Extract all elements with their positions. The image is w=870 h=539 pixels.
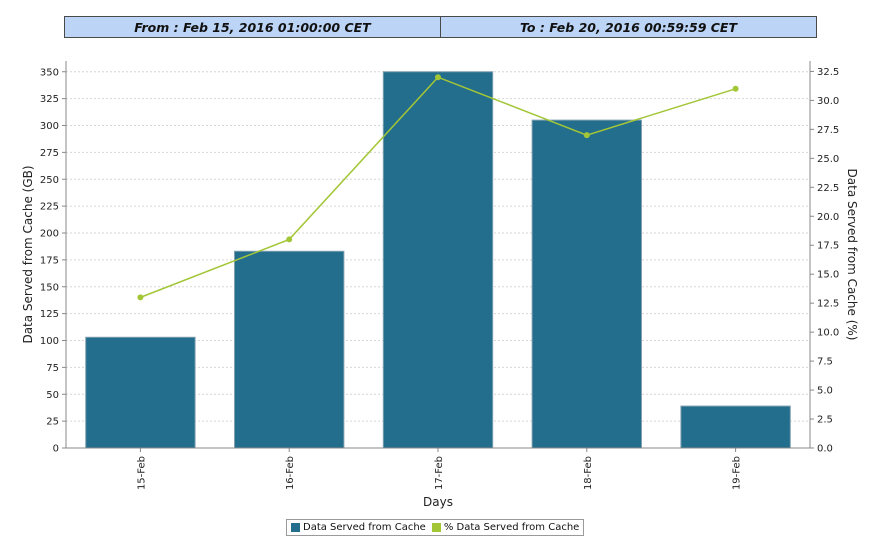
y-tick-label: 50 <box>46 390 59 401</box>
legend-swatch-bar <box>291 523 300 532</box>
y2-tick-label: 2.5 <box>817 415 833 426</box>
x-axis-title: Days <box>423 495 453 509</box>
y2-tick-label: 17.5 <box>817 241 839 252</box>
y2-tick-label: 27.5 <box>817 125 839 136</box>
y-axis-title: Data Served from Cache (GB) <box>21 165 35 343</box>
y2-tick-label: 20.0 <box>817 212 839 223</box>
y2-tick-label: 7.5 <box>817 357 833 368</box>
y-tick-label: 300 <box>40 121 59 132</box>
x-tick-label: 17-Feb <box>434 456 445 490</box>
y-tick-label: 125 <box>40 309 59 320</box>
legend-item-line: % Data Served from Cache <box>431 522 580 533</box>
y-tick-label: 100 <box>40 336 59 347</box>
x-tick-label: 16-Feb <box>285 456 296 490</box>
y2-tick-label: 32.5 <box>817 67 839 78</box>
y2-tick-label: 0.0 <box>817 444 833 455</box>
y-tick-label: 225 <box>40 202 59 213</box>
y-tick-label: 325 <box>40 94 59 105</box>
y2-tick-label: 25.0 <box>817 154 839 165</box>
to-date-label: To : Feb 20, 2016 00:59:59 CET <box>440 17 816 37</box>
y2-tick-label: 5.0 <box>817 386 833 397</box>
bar <box>382 71 494 449</box>
line-point <box>286 236 293 243</box>
line-point <box>583 132 590 139</box>
legend-item-bar: Data Served from Cache <box>291 522 426 533</box>
legend-label-line: % Data Served from Cache <box>443 522 580 533</box>
y2-tick-label: 12.5 <box>817 299 839 310</box>
chart-legend: Data Served from Cache % Data Served fro… <box>286 519 585 536</box>
y-tick-label: 350 <box>40 67 59 78</box>
line-point <box>137 294 144 301</box>
y-tick-label: 250 <box>40 175 59 186</box>
y-tick-label: 0 <box>53 444 59 455</box>
bar <box>680 405 791 449</box>
y-tick-label: 175 <box>40 255 59 266</box>
line-point <box>732 85 739 92</box>
x-tick-label: 15-Feb <box>136 456 147 490</box>
y-tick-label: 75 <box>46 363 59 374</box>
date-range-header: From : Feb 15, 2016 01:00:00 CET To : Fe… <box>64 16 817 38</box>
x-tick-label: 18-Feb <box>583 456 594 490</box>
from-date-label: From : Feb 15, 2016 01:00:00 CET <box>65 17 440 37</box>
bar <box>85 336 196 449</box>
y2-tick-label: 22.5 <box>817 183 839 194</box>
bar <box>531 119 642 449</box>
y-tick-label: 275 <box>40 148 59 159</box>
legend-label-bar: Data Served from Cache <box>303 522 426 533</box>
line-point <box>435 74 441 81</box>
y2-tick-label: 10.0 <box>817 328 839 339</box>
x-tick-label: 19-Feb <box>732 456 743 490</box>
y2-tick-label: 15.0 <box>817 270 839 281</box>
bar <box>234 250 345 449</box>
y2-tick-label: 30.0 <box>817 96 839 107</box>
y-tick-label: 25 <box>46 417 59 428</box>
legend-swatch-line <box>431 523 441 532</box>
y2-axis-title: Data Served from Cache (%) <box>845 169 859 341</box>
y-tick-label: 150 <box>40 282 59 293</box>
y-tick-label: 200 <box>40 229 59 240</box>
